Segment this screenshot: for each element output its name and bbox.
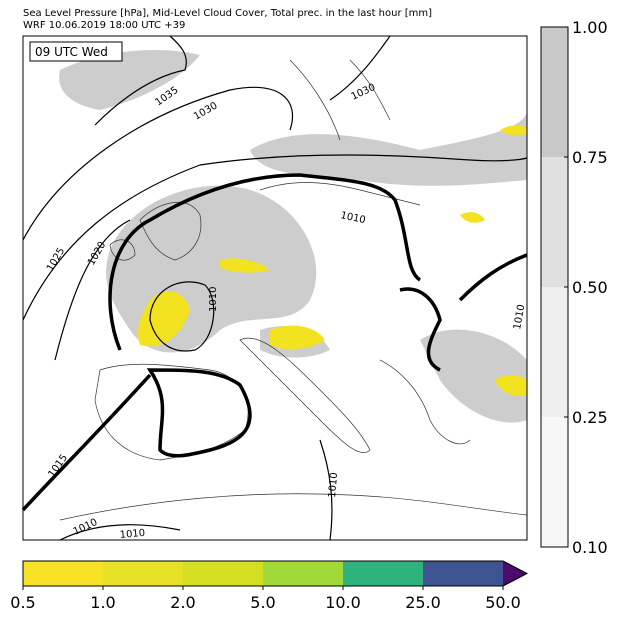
isobar-label: 1010: [339, 210, 366, 226]
tick-label: 0.25: [572, 408, 608, 427]
time-label: 09 UTC Wed: [35, 45, 108, 59]
tick-label: 0.75: [572, 148, 608, 167]
isobar-label: 1010: [327, 472, 340, 498]
isobar-label: 1010: [119, 528, 145, 541]
tick-label: 50.0: [485, 593, 521, 612]
colorbar-segment: [541, 417, 568, 547]
tick-label: 1.00: [572, 18, 608, 37]
isobar-label: 1010: [208, 287, 219, 312]
precip-colorbar: 0.5 1.0 2.0 5.0 10.0 25.0 50.0: [10, 560, 529, 612]
colorbar-segment: [263, 561, 344, 586]
isobar: [108, 173, 442, 372]
map: 1035 1030 1030 1025 1020 1010 1010 1010 …: [21, 35, 528, 541]
colorbar-segment: [343, 561, 424, 586]
isobar: [458, 253, 528, 302]
isobar: [22, 35, 391, 241]
colorbar-extend: [503, 561, 527, 586]
colorbar-segment: [103, 561, 184, 586]
isobar: [22, 154, 528, 321]
tick-label: 0.5: [10, 593, 35, 612]
tick-label: 0.50: [572, 278, 608, 297]
subtitle: WRF 10.06.2019 18:00 UTC +39: [23, 20, 185, 31]
tick-label: 25.0: [405, 593, 441, 612]
isobar: [54, 219, 131, 361]
precipitation: [138, 125, 527, 396]
colorbar-segment: [183, 561, 264, 586]
cloud-area: [420, 329, 527, 423]
tick-label: 5.0: [250, 593, 275, 612]
colorbar-segment: [541, 157, 568, 287]
isobars: [21, 35, 528, 541]
isobar: [149, 281, 215, 352]
tick-label: 2.0: [170, 593, 195, 612]
colorbar-segment: [541, 27, 568, 157]
tick-label: 10.0: [325, 593, 361, 612]
isobar: [59, 439, 333, 541]
tick-label: 1.0: [90, 593, 115, 612]
map-frame: [22, 35, 528, 541]
colorbar-segment: [541, 287, 568, 417]
title: Sea Level Pressure [hPa], Mid-Level Clou…: [23, 8, 432, 19]
isobar: [94, 35, 187, 126]
isobar: [146, 368, 252, 458]
cloud-colorbar: 0.10 0.25 0.50 0.75 1.00: [540, 18, 608, 557]
colorbar-frame: [22, 560, 529, 587]
colorbar-segment: [23, 561, 104, 586]
isobar: [21, 373, 152, 512]
tick-label: 0.10: [572, 538, 608, 557]
colorbar-segment: [423, 561, 504, 586]
time-box: [29, 41, 123, 62]
cloud-area: [59, 50, 201, 110]
isobar-label: 1010: [512, 304, 527, 331]
